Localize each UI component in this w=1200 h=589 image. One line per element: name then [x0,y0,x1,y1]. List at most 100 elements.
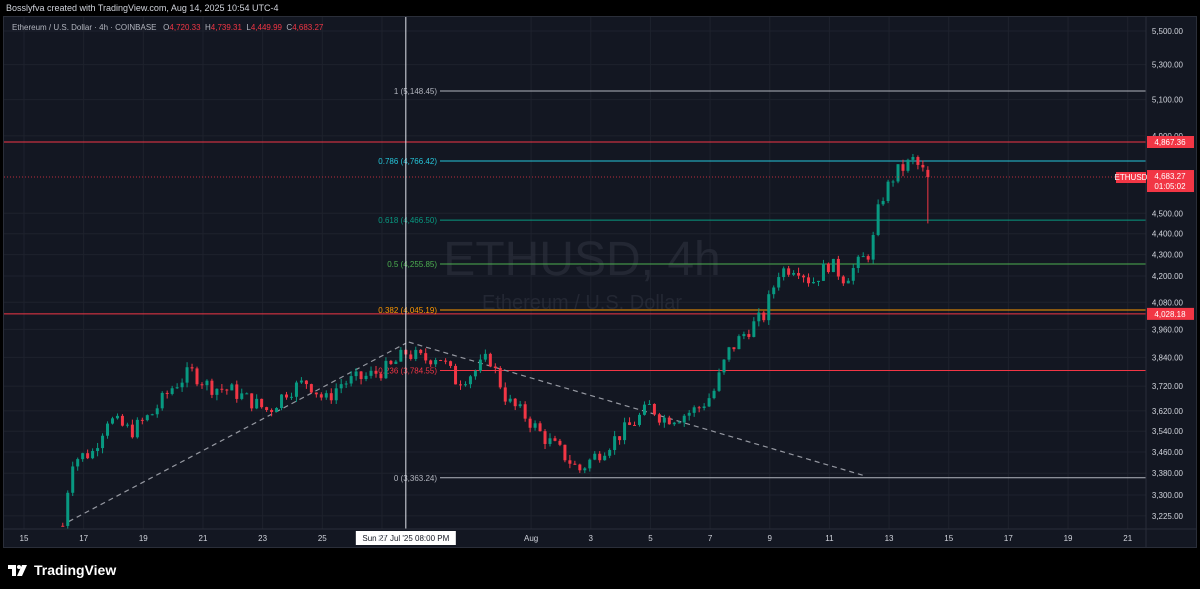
candle-body [309,384,313,393]
trendline[interactable] [408,341,866,477]
candle-body [225,389,229,391]
candle-body [66,492,70,526]
candle-body [339,384,343,389]
watermark-subtitle: Ethereum / U.S. Dollar [482,292,682,314]
candle-body [866,256,870,260]
candle-body [314,392,318,395]
candle-body [608,450,612,456]
candle-body [603,455,607,461]
horizontal-line-price-label: 4,867.36 [1154,138,1186,147]
candle-body [493,366,497,368]
candle-body [81,453,85,460]
tradingview-logo[interactable]: TradingView [8,562,116,578]
candle-body [468,376,472,385]
candle-body [717,372,721,391]
time-axis-tick-label: 23 [258,534,267,543]
candle-body [374,370,378,374]
fibonacci-retracement[interactable]: 1 (5,148.45) 0.786 (4,766.42) 0.618 (4,466… [378,87,1146,483]
candle-body [523,404,527,419]
price-axis-tick-label: 3,225.00 [1152,512,1184,521]
time-axis-tick-label: 5 [648,534,653,543]
price-axis-tick-label: 4,080.00 [1152,298,1184,307]
horizontal-line-price-label: 4,028.18 [1154,310,1186,319]
time-axis-tick-label: 13 [885,534,894,543]
candle-body [389,360,393,364]
candle-body [906,159,910,171]
high-value: 4,739.31 [210,23,242,32]
candle-body [379,373,383,379]
candle-body [672,422,676,425]
last-price-value: 4,683.27 [1154,172,1186,181]
tradingview-logo-text: TradingView [34,562,117,578]
candle-body [270,410,274,413]
candle-body [329,393,333,401]
grid [4,17,1146,529]
candle-body [762,312,766,321]
candle-body [657,414,661,423]
candle-body [578,464,582,471]
candle-body [91,451,95,459]
watermark-title: ETHUSD, 4h [443,233,720,286]
candle-body [165,392,169,394]
candle-body [115,415,119,419]
candle-body [71,466,75,493]
horizontal-line-price-tag [1147,307,1194,320]
candle-body [235,384,239,399]
candle-body [135,419,139,438]
candle-body [772,287,776,295]
candle-body [230,384,234,391]
price-axis[interactable]: 3,225.00 3,300.00 3,380.00 3,460.00 3,540.00… [1145,17,1184,547]
candle-body [280,394,284,409]
time-axis-tick-label: 15 [944,534,953,543]
trendlines[interactable] [68,341,866,523]
candle-body [508,398,512,402]
candle-body [294,382,298,397]
price-axis-tick-label: 3,720.00 [1152,382,1184,391]
candle-body [76,459,80,467]
price-axis-tick-label: 5,500.00 [1152,27,1184,36]
candle-body [782,268,786,278]
candle-body [463,384,467,386]
candle-body [896,164,900,182]
candle-body [96,448,100,452]
tradingview-logo-icon [8,565,27,576]
candle-body [354,371,358,377]
time-axis-tick-label: 3 [589,534,594,543]
candle-body [150,414,154,416]
crosshair-time-label: Sun 27 Jul '25 08:00 PM [362,534,449,543]
time-axis-tick-label: 19 [1064,534,1073,543]
time-axis[interactable]: 15 17 19 21 23 25 27 Aug 3 5 7 9 11 13 15 17 19 21 [4,528,1196,543]
time-axis-tick-label: 19 [139,534,148,543]
trendline[interactable] [68,342,407,523]
candle-body [538,423,542,432]
candle-body [528,418,532,428]
candle-body [856,256,860,269]
candle-body [667,417,671,425]
time-axis-tick-label: 11 [825,534,834,543]
candle-body [240,393,244,399]
time-axis-tick-label: 17 [79,534,88,543]
candle-body [299,380,303,383]
candle-body [220,388,224,390]
time-axis-tick-label: 7 [708,534,713,543]
candle-body [732,347,736,350]
candle-body [319,394,323,398]
candle-body [568,460,572,464]
candle-body [409,354,413,359]
candle-body [344,383,348,385]
candle-body [926,169,930,178]
candle-body [747,334,751,337]
candle-body [623,422,627,441]
open-label: O [163,23,170,32]
price-axis-tick-label: 5,100.00 [1152,96,1184,105]
symbol-watermark: ETHUSD, 4h Ethereum / U.S. Dollar [443,233,720,314]
horizontal-lines[interactable] [4,141,1146,315]
price-chart[interactable]: ETHUSD, 4h Ethereum / U.S. Dollar 1 (5,1… [4,17,1196,547]
candle-body [86,453,90,459]
chart-pane[interactable]: ETHUSD, 4h Ethereum / U.S. Dollar 1 (5,1… [3,16,1197,548]
candlestick-series [61,153,930,529]
candle-body [593,453,597,460]
candle-body [439,360,443,362]
candle-body [424,353,428,361]
